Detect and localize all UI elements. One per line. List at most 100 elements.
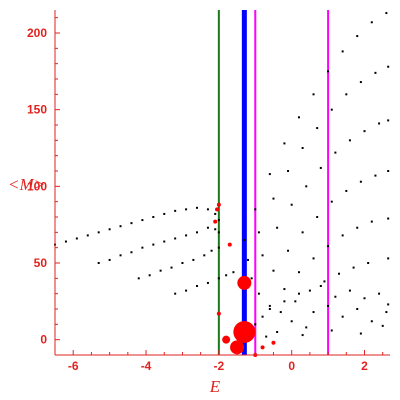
data-point xyxy=(214,228,217,231)
data-point xyxy=(108,228,111,231)
data-point xyxy=(163,212,166,215)
data-point xyxy=(327,304,330,307)
data-point xyxy=(283,288,286,291)
data-point xyxy=(137,277,140,280)
highlight-point xyxy=(230,340,245,355)
data-point xyxy=(381,324,384,327)
data-point xyxy=(268,173,271,176)
data-point xyxy=(119,254,122,257)
data-point xyxy=(297,271,300,274)
data-point xyxy=(196,231,199,234)
data-point xyxy=(192,258,195,261)
data-point xyxy=(387,65,390,68)
data-point xyxy=(119,225,122,228)
data-point xyxy=(378,292,381,295)
data-point xyxy=(272,197,275,200)
data-point xyxy=(387,303,390,306)
data-point xyxy=(370,220,373,223)
x-tick-label: 2 xyxy=(361,359,368,373)
data-point xyxy=(257,292,260,295)
data-point xyxy=(268,308,271,310)
data-point xyxy=(283,142,286,145)
data-point xyxy=(130,222,133,225)
data-point xyxy=(217,231,220,234)
data-point xyxy=(214,212,217,215)
x-tick-label: -6 xyxy=(68,359,79,373)
data-point xyxy=(185,234,188,237)
data-point xyxy=(363,297,366,300)
data-point xyxy=(250,277,253,280)
data-point xyxy=(97,262,100,264)
data-point xyxy=(359,81,362,84)
data-point xyxy=(356,308,359,310)
highlight-point xyxy=(233,321,256,343)
data-point xyxy=(152,216,155,218)
data-point xyxy=(294,300,297,303)
data-point xyxy=(276,226,279,229)
highlight-point xyxy=(271,340,276,345)
data-point xyxy=(312,93,315,96)
data-point xyxy=(196,285,199,287)
data-point xyxy=(319,285,322,287)
data-point xyxy=(257,231,260,234)
data-point xyxy=(261,254,264,257)
data-point xyxy=(141,219,144,222)
x-tick-label: 0 xyxy=(288,359,295,373)
data-point xyxy=(170,266,173,269)
data-point xyxy=(385,311,388,314)
data-point xyxy=(341,315,344,318)
data-point xyxy=(370,320,373,323)
data-point xyxy=(185,208,188,211)
data-point xyxy=(297,116,300,119)
data-point xyxy=(327,70,330,73)
data-point xyxy=(196,206,199,209)
data-point xyxy=(272,269,275,272)
highlight-point xyxy=(216,202,221,207)
data-point xyxy=(305,326,308,329)
data-point xyxy=(356,35,359,38)
data-point xyxy=(312,257,315,260)
highlight-point xyxy=(216,311,221,316)
data-point xyxy=(217,246,220,249)
data-point xyxy=(301,231,304,234)
x-tick-label: -2 xyxy=(214,359,225,373)
y-tick-label: 100 xyxy=(27,179,47,193)
y-axis-label: <M> xyxy=(8,175,45,194)
data-point xyxy=(287,249,290,252)
data-point xyxy=(338,272,341,275)
data-point xyxy=(301,334,304,337)
data-point xyxy=(330,329,333,332)
data-point xyxy=(287,170,290,172)
vertical-lines xyxy=(217,10,330,355)
data-point xyxy=(308,289,311,292)
data-point xyxy=(185,289,188,292)
y-tick-label: 150 xyxy=(27,103,47,117)
data-point xyxy=(75,237,78,240)
data-point xyxy=(108,258,111,261)
y-tick-label: 50 xyxy=(34,256,48,270)
data-point xyxy=(279,311,282,314)
data-point xyxy=(348,139,351,142)
data-point xyxy=(374,71,377,74)
data-point xyxy=(378,122,381,125)
data-point xyxy=(316,127,319,130)
data-point xyxy=(387,170,390,172)
highlight-point xyxy=(227,242,232,247)
data-point xyxy=(367,262,370,264)
data-point xyxy=(345,189,348,192)
data-point xyxy=(352,266,355,269)
data-point xyxy=(86,234,89,237)
data-point xyxy=(330,108,333,111)
data-point xyxy=(341,234,344,237)
data-point xyxy=(217,277,220,280)
highlight-point xyxy=(213,219,218,224)
data-point xyxy=(348,289,351,292)
data-point xyxy=(265,335,268,338)
data-point xyxy=(152,243,155,246)
data-point xyxy=(268,304,271,307)
highlight-point xyxy=(260,345,265,350)
data-point xyxy=(64,240,67,243)
axes: -6 -4 -2 0 2 0 50 100 150 200 xyxy=(27,10,390,373)
data-point xyxy=(174,209,177,212)
